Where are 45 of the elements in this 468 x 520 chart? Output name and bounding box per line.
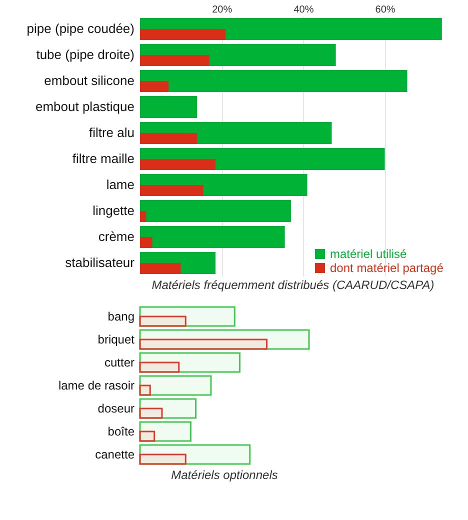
bar <box>139 375 212 396</box>
y-tick-label: filtre alu <box>88 125 134 140</box>
y-tick-label: bang <box>108 310 134 324</box>
bar <box>140 81 169 92</box>
y-tick-label: embout silicone <box>44 73 134 88</box>
y-tick-label: lame <box>106 177 134 192</box>
y-tick-label: crème <box>98 229 134 244</box>
bar <box>139 430 156 442</box>
y-tick-label: briquet <box>98 332 136 346</box>
legend-label: dont matériel partagé <box>330 261 444 275</box>
y-tick-label: doseur <box>98 402 134 416</box>
bar <box>140 159 216 170</box>
x-tick-label: 20% <box>212 4 232 16</box>
bar <box>139 384 151 396</box>
y-tick-label: canette <box>95 448 135 462</box>
bar <box>139 454 186 465</box>
text: Matériels optionnels <box>171 468 278 482</box>
y-tick-label: pipe (pipe coudée) <box>26 21 134 36</box>
y-tick-label: cutter <box>104 356 134 370</box>
y-tick-label: lame de rasoir <box>58 378 135 392</box>
bar <box>139 338 268 350</box>
bar <box>140 263 181 274</box>
bar <box>140 211 146 222</box>
y-tick-label: lingette <box>92 203 134 218</box>
bar <box>140 237 152 248</box>
text: Matériels fréquemment distribués (CAARUD/CSAPA) <box>152 278 434 292</box>
y-tick-label: embout plastique <box>35 99 134 114</box>
bar <box>139 408 163 419</box>
legend-label: matériel utilisé <box>330 247 408 261</box>
bar <box>139 362 180 373</box>
y-tick-label: filtre maille <box>72 151 134 166</box>
bar <box>140 29 226 40</box>
bar <box>140 55 210 66</box>
bar <box>140 185 204 196</box>
bar <box>140 133 198 144</box>
y-tick-label: tube (pipe droite) <box>36 47 134 62</box>
bar <box>139 316 186 327</box>
bar <box>140 70 408 92</box>
y-tick-label: stabilisateur <box>65 255 136 270</box>
bar <box>140 96 198 118</box>
bar <box>140 226 285 248</box>
y-tick-label: boîte <box>108 424 135 438</box>
x-tick-label: 40% <box>294 4 314 16</box>
bar <box>140 200 291 222</box>
x-tick-label: 60% <box>375 4 396 16</box>
